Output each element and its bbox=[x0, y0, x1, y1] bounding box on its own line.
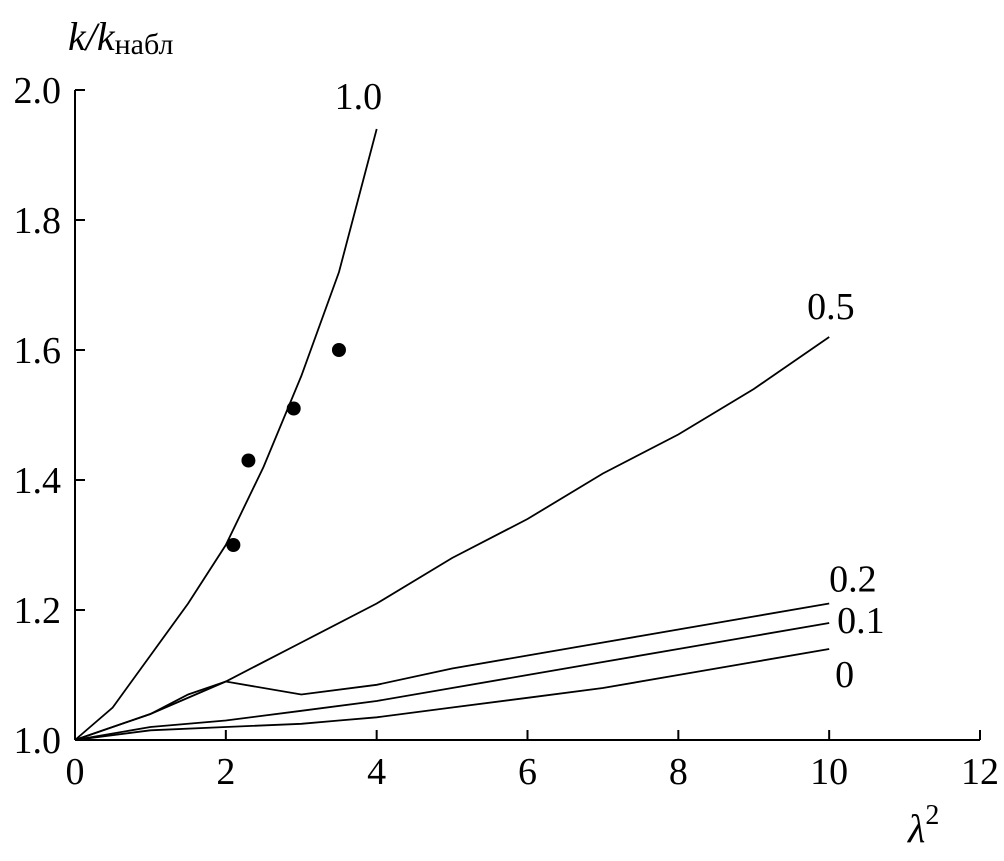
series-line-0.5 bbox=[74, 336, 830, 741]
x-axis-title-main: λ bbox=[907, 806, 925, 851]
series-line-0.1 bbox=[74, 622, 830, 741]
curves bbox=[74, 128, 830, 741]
y-tick-label: 1.0 bbox=[14, 720, 62, 762]
x-tick-label: 0 bbox=[66, 751, 85, 793]
x-ticks: 0 2 4 6 8 10 12 bbox=[66, 730, 999, 793]
axes bbox=[74, 90, 980, 741]
series-label: 0.5 bbox=[807, 286, 855, 328]
series-line-1.0 bbox=[74, 128, 378, 741]
data-point bbox=[241, 453, 256, 468]
x-tick-label: 2 bbox=[216, 751, 235, 793]
data-point bbox=[286, 401, 301, 416]
x-tick-label: 10 bbox=[810, 751, 848, 793]
series-label: 0.1 bbox=[837, 600, 885, 642]
data-points bbox=[226, 343, 346, 552]
data-point bbox=[331, 343, 346, 357]
x-tick-label: 8 bbox=[669, 751, 688, 793]
series-label: 0.2 bbox=[829, 559, 877, 601]
y-axis-title-main: k/k bbox=[68, 14, 116, 59]
y-tick-label: 1.4 bbox=[14, 460, 62, 502]
series-line-0.2 bbox=[74, 602, 830, 741]
x-tick-label: 12 bbox=[961, 751, 999, 793]
x-axis-title-sup: 2 bbox=[925, 800, 939, 831]
y-tick-label: 1.6 bbox=[14, 330, 62, 372]
x-tick-label: 4 bbox=[367, 751, 386, 793]
series-label: 1.0 bbox=[335, 76, 383, 118]
data-point bbox=[226, 538, 241, 552]
y-axis-title-sub: набл bbox=[115, 28, 174, 61]
curve-labels: 1.0 0.5 0.20.1 0 bbox=[335, 76, 885, 696]
x-tick-label: 6 bbox=[518, 751, 537, 793]
y-tick-label: 2.0 bbox=[14, 70, 62, 112]
x-axis-title: λ2 bbox=[907, 800, 939, 851]
y-axis-title: k/kнабл bbox=[68, 14, 174, 61]
y-tick-label: 1.2 bbox=[14, 590, 62, 632]
y-ticks: 1.0 1.2 1.4 1.6 1.8 2.0 bbox=[14, 70, 85, 762]
series-line-0 bbox=[74, 648, 830, 741]
y-tick-label: 1.8 bbox=[14, 200, 62, 242]
series-label: 0 bbox=[835, 654, 854, 696]
